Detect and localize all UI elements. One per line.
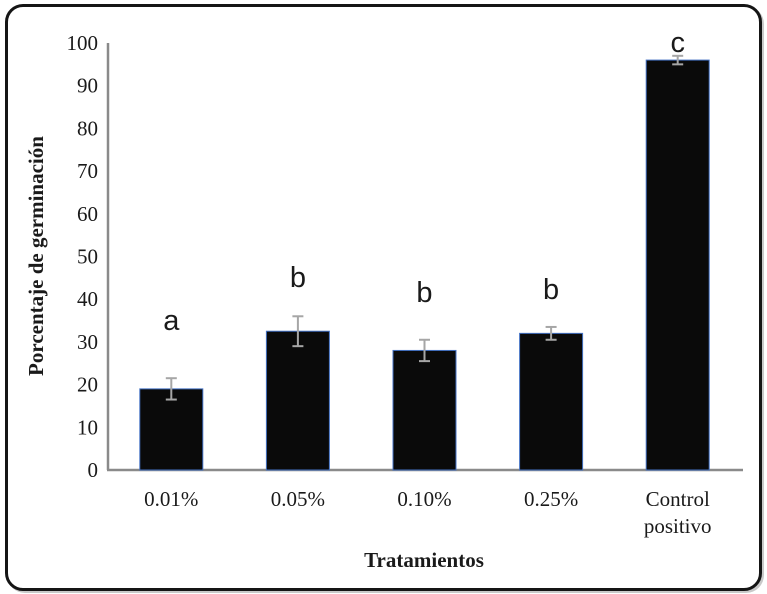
y-tick-label: 80: [77, 116, 98, 140]
y-tick-label: 100: [67, 31, 99, 55]
y-tick-label: 40: [77, 287, 98, 311]
y-tick-label: 50: [77, 245, 98, 269]
y-tick-labels: 0 10 20 30 40 50 60 70 80 90 100: [67, 31, 99, 482]
x-axis-title: Tratamientos: [364, 548, 484, 572]
x-category-label: Control positivo: [644, 487, 712, 538]
significance-letter: a: [163, 305, 180, 337]
error-bar: [292, 315, 304, 348]
y-tick-label: 20: [77, 373, 98, 397]
bar: [265, 330, 330, 471]
x-category-label: 0.01%: [144, 487, 198, 511]
error-bar: [672, 54, 684, 66]
bar: [645, 59, 710, 471]
bar: [139, 388, 204, 471]
bar: [519, 332, 584, 471]
y-tick-label: 90: [77, 74, 98, 98]
error-bar: [545, 325, 557, 341]
significance-letters-group: a b b b c: [163, 27, 685, 337]
x-category-labels: 0.01% 0.05% 0.10% 0.25% Control positivo: [144, 487, 711, 538]
x-category-label: 0.05%: [271, 487, 325, 511]
error-bar: [419, 338, 430, 363]
y-tick-label: 10: [77, 415, 98, 439]
error-bars-group: [165, 54, 684, 401]
significance-letter: c: [670, 27, 685, 59]
bars-group: [139, 59, 710, 471]
y-tick-label: 30: [77, 330, 98, 354]
x-category-label: 0.25%: [524, 487, 578, 511]
significance-letter: b: [290, 262, 306, 294]
y-tick-label: 0: [88, 458, 99, 482]
significance-letter: b: [543, 274, 559, 306]
y-tick-label: 60: [77, 202, 98, 226]
y-tick-label: 70: [77, 159, 98, 183]
error-bar: [165, 377, 177, 401]
significance-letter: b: [416, 277, 432, 309]
y-axis-title: Porcentaje de germinación: [24, 136, 48, 376]
x-category-label: 0.10%: [397, 487, 451, 511]
bar: [392, 349, 457, 471]
